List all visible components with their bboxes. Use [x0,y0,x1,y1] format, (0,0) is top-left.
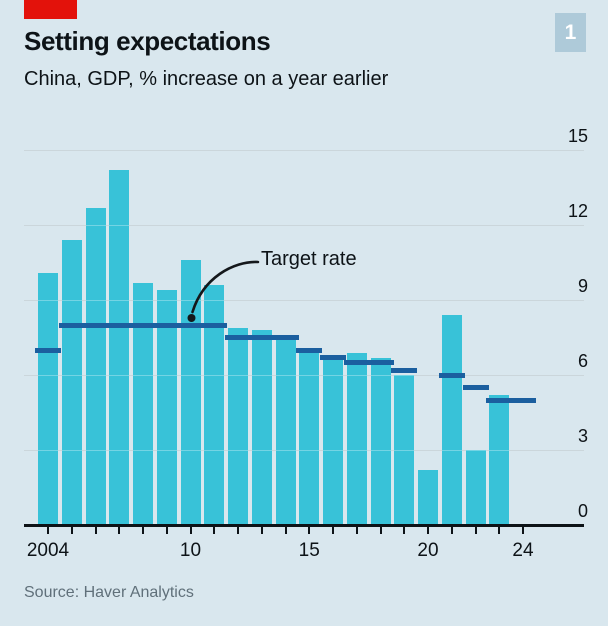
bar-2004 [38,272,58,525]
x-tick-2013 [260,526,263,534]
gridline-9 [24,299,584,301]
x-tick-2024 [522,526,524,534]
target-2023-2024 [486,397,536,403]
gridline-overlay-12 [24,224,584,226]
x-tick-2021 [450,526,453,534]
gridline-15 [24,149,584,151]
target-rate-annotation: Target rate [261,248,357,270]
y-axis-label-15: 15 [567,126,588,146]
x-tick-2008 [142,526,144,534]
source-note: Source: Haver Analytics [24,584,194,601]
target-2016-2016 [320,355,346,360]
target-2017-2018 [343,360,394,365]
y-axis-label-9: 9 [577,276,588,296]
bar-2007 [109,170,130,525]
x-tick-2019 [403,526,406,534]
target-2005-2011 [58,322,228,328]
x-tick-2017 [355,526,358,534]
target-2021-2021 [438,372,465,378]
gridline-12 [24,224,584,226]
gridline-overlay-6 [24,374,584,376]
bar-2014 [275,340,296,525]
target-2004-2004 [35,347,61,353]
bar-2022 [465,450,486,525]
gridline-overlay-15 [24,149,584,151]
x-tick-2022 [474,526,477,534]
chart-subtitle: China, GDP, % increase on a year earlier [24,68,389,90]
bar-2016 [323,355,343,525]
x-axis-label-2010: 10 [179,540,202,561]
x-axis-label-2015: 15 [298,540,320,561]
y-axis-label-3: 3 [577,426,588,446]
y-axis-label-6: 6 [577,351,588,371]
y-axis-label-0: 0 [577,501,588,521]
x-axis-label-2004: 2004 [26,540,70,561]
target-2019-2019 [391,367,418,373]
chart-title: Setting expectations [24,26,271,56]
target-2015-2015 [296,347,323,353]
gridline-overlay-9 [24,299,584,301]
gridline-overlay-3 [24,449,584,451]
figure-number-badge: 1 [555,13,586,52]
x-tick-2023 [498,526,501,534]
bar-2012 [228,327,248,525]
bar-2019 [394,375,415,525]
bar-2009 [156,290,177,525]
economist-red-tab [24,0,77,19]
x-axis-label-2024: 24 [512,540,534,561]
x-axis-line [24,524,584,527]
x-tick-2006 [94,526,97,534]
bar-2021 [441,315,462,525]
x-tick-2009 [165,526,168,534]
target-2012-2014 [225,335,299,340]
x-tick-2004 [47,526,49,534]
bar-2008 [133,282,153,525]
x-tick-2016 [332,526,334,534]
bar-2005 [61,240,82,525]
bar-2020 [418,470,438,525]
x-tick-2011 [213,526,216,534]
x-tick-2014 [284,526,287,534]
x-tick-2018 [379,526,382,534]
bar-2018 [370,357,391,525]
x-tick-2010 [189,526,192,534]
x-tick-2005 [70,526,73,534]
x-tick-2007 [118,526,121,534]
bar-2006 [85,207,106,525]
x-axis-label-2020: 20 [417,540,439,561]
bar-2015 [299,350,320,525]
x-tick-2012 [237,526,239,534]
y-axis-label-12: 12 [567,201,588,221]
x-tick-2015 [308,526,311,534]
target-2022-2022 [462,385,489,390]
bar-2011 [204,285,225,525]
x-tick-2020 [427,526,429,534]
bar-2023 [489,395,510,525]
bar-2017 [346,352,367,525]
bar-2013 [251,330,272,525]
